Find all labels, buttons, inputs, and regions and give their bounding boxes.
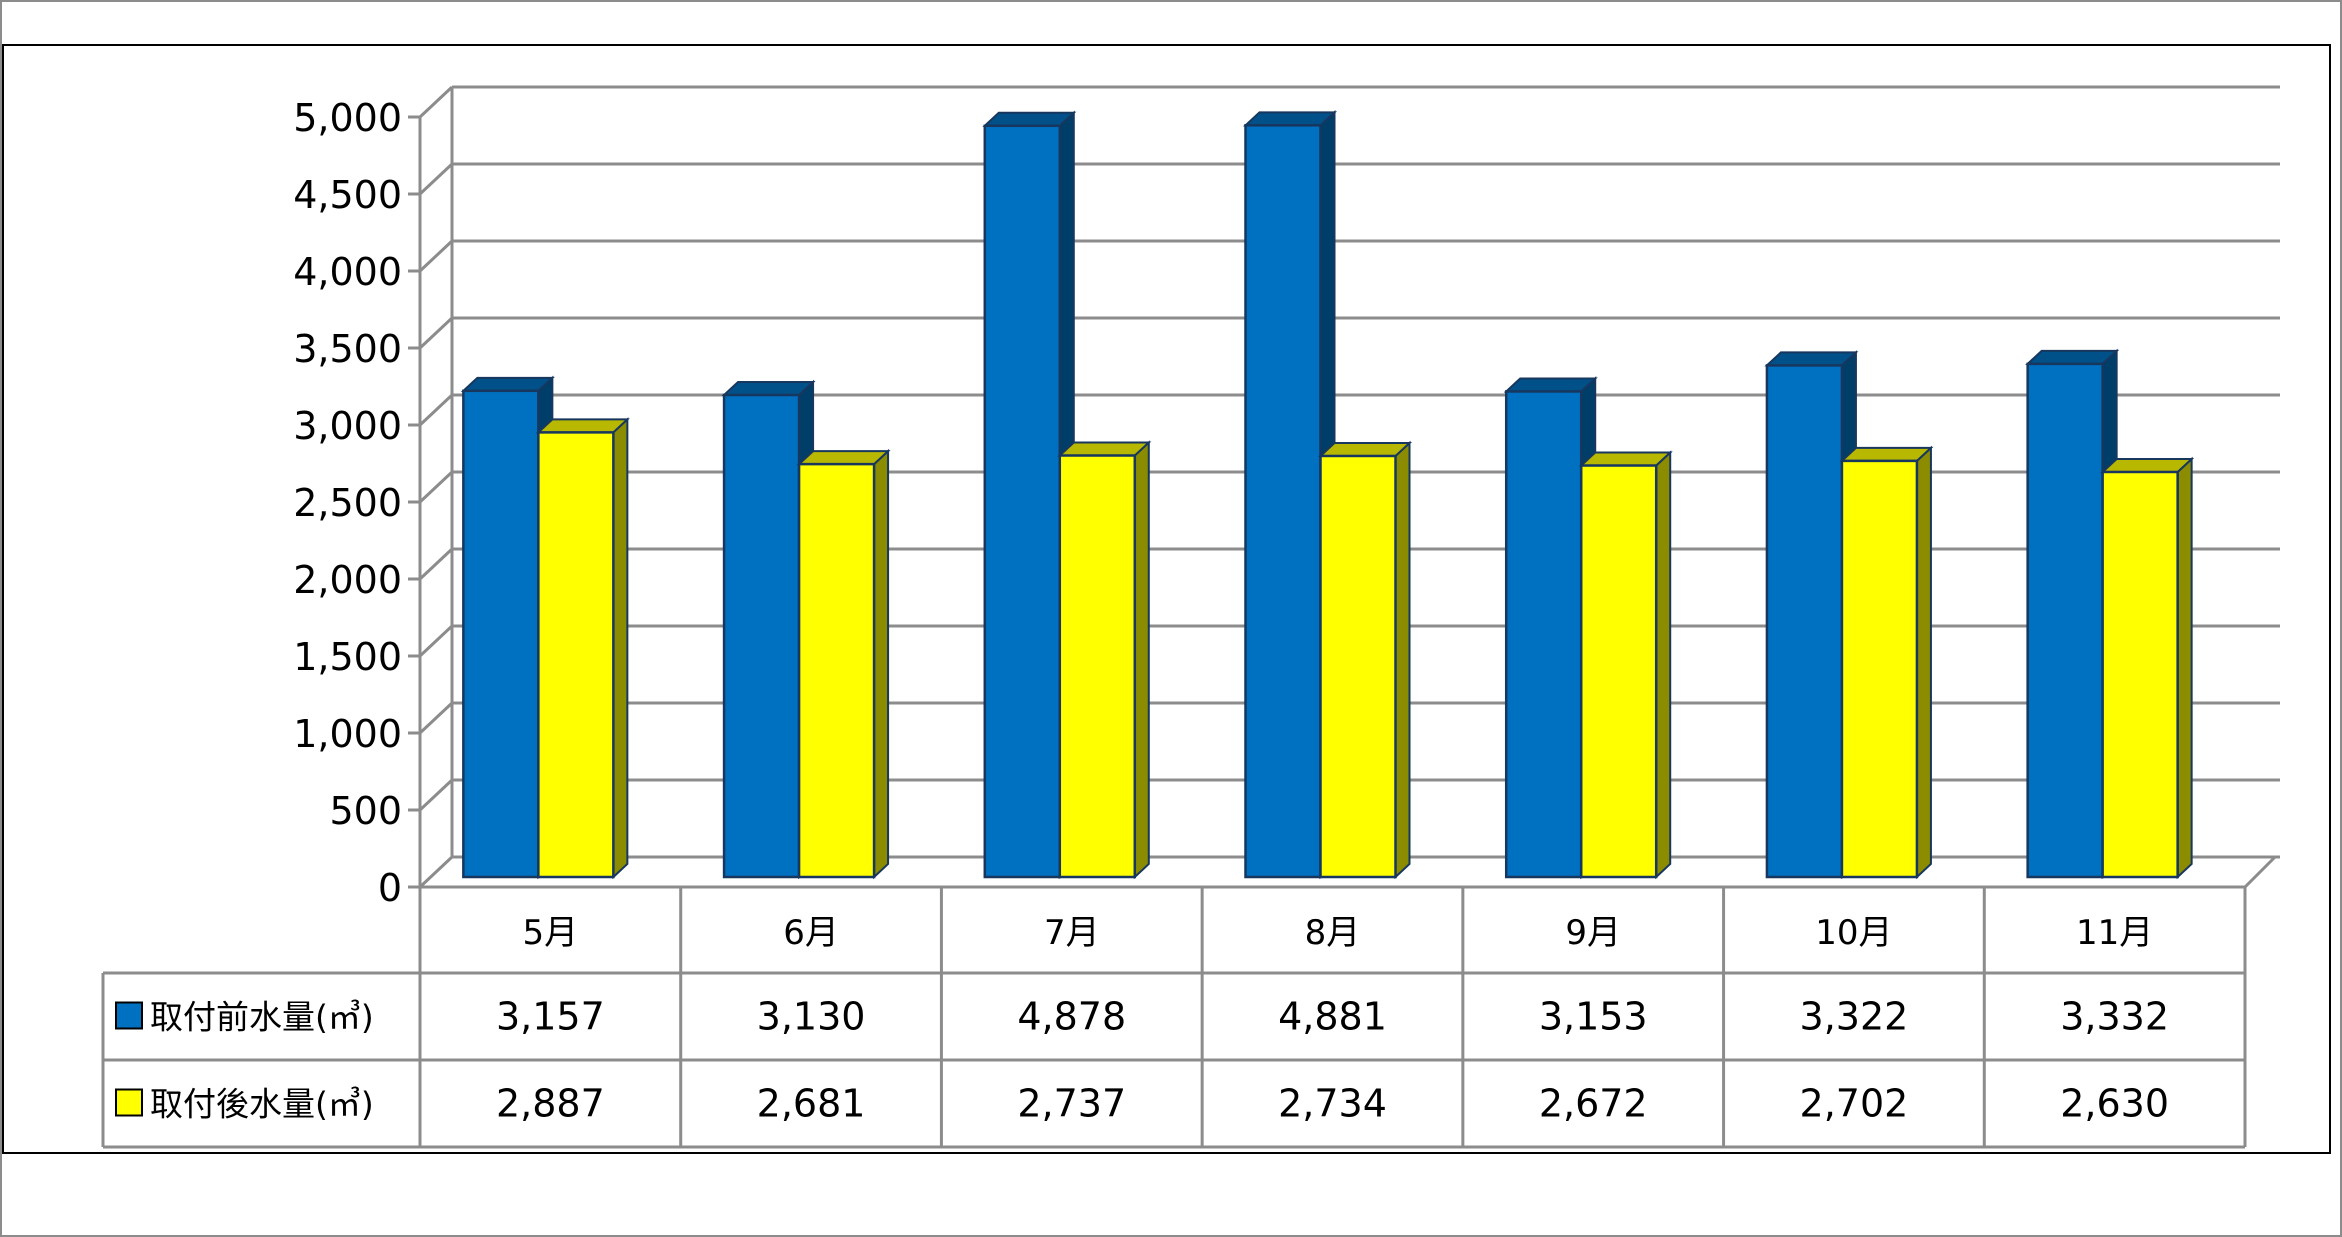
bar-top (535, 418, 630, 434)
x-tick-label: 9月 (1565, 913, 1621, 953)
table-cell-value: 3,157 (496, 995, 605, 1039)
bar-side (612, 417, 629, 880)
bar-top (1317, 441, 1413, 457)
table-cell-value: 2,734 (1278, 1082, 1387, 1126)
bar (722, 393, 801, 879)
gridline-diagonal (418, 470, 454, 504)
gridline-diagonal (418, 239, 454, 273)
table-cell-value: 3,322 (1800, 995, 1909, 1039)
table-cell-value: 4,878 (1017, 995, 1126, 1039)
bar-side (1915, 445, 1932, 880)
bar-side (1133, 440, 1150, 880)
bar (2026, 362, 2104, 879)
bar (1244, 124, 1322, 879)
gridline-diagonal (418, 393, 454, 427)
gridline-diagonal (418, 855, 454, 889)
table-cell-value: 2,630 (2060, 1082, 2169, 1126)
bar-top (1503, 377, 1598, 393)
legend-label: 取付後水量(㎥) (150, 1085, 374, 1124)
table-cell-value: 2,672 (1539, 1082, 1648, 1126)
table-cell-value: 2,737 (1017, 1082, 1126, 1126)
y-tick-label: 2,500 (293, 481, 402, 525)
bar (462, 389, 540, 879)
bar-top (1242, 111, 1338, 127)
x-tick-label: 10月 (1815, 913, 1892, 953)
gridline-diagonal (418, 162, 454, 196)
table-cell-value: 2,681 (757, 1082, 866, 1126)
gridline-diagonal (418, 701, 454, 735)
bar (1504, 390, 1583, 879)
x-tick-label: 6月 (783, 913, 839, 953)
bar-top (2025, 349, 2120, 365)
bar-side (1394, 440, 1411, 880)
bar-top (1057, 441, 1152, 457)
y-tick-label: 2,000 (293, 558, 402, 602)
y-tick-label: 500 (329, 789, 402, 833)
bar-top (460, 376, 555, 392)
bar-top (1764, 351, 1859, 367)
y-tick-label: 3,000 (293, 404, 402, 448)
bar (1765, 364, 1844, 879)
bar (1579, 464, 1658, 879)
y-axis: 0 500 1,000 1,500 2,000 2,500 3,000 3,500 4,000 4… (293, 96, 422, 910)
y-tick-label: 1,000 (293, 712, 402, 756)
bar-side (2176, 456, 2193, 880)
table-cell-value: 3,332 (2060, 995, 2169, 1039)
x-tick-label: 5月 (523, 913, 579, 953)
bar-side (1655, 450, 1672, 880)
y-tick-label: 0 (378, 866, 402, 910)
bar-top (1839, 446, 1934, 462)
bar (983, 124, 1062, 879)
table-cell-value: 3,130 (757, 995, 866, 1039)
table-cell-value: 2,702 (1800, 1082, 1909, 1126)
bar-top (796, 450, 891, 466)
bar (1840, 459, 1919, 879)
bar (2101, 470, 2179, 879)
y-tick-label: 4,500 (293, 173, 402, 217)
y-tick-label: 1,500 (293, 635, 402, 679)
bar (797, 462, 876, 879)
table-cell-value: 3,153 (1539, 995, 1648, 1039)
bar (1058, 454, 1137, 879)
bar-top (721, 380, 816, 396)
table-cell-value: 2,887 (496, 1082, 605, 1126)
y-tick-label: 4,000 (293, 250, 402, 294)
bars (460, 110, 2195, 880)
plot-frame (2, 44, 2331, 1154)
bar-top (1578, 451, 1673, 467)
bar-top (2100, 457, 2195, 473)
y-tick-label: 5,000 (293, 96, 402, 140)
gridline-diagonal (418, 316, 454, 350)
gridline-diagonal (418, 778, 454, 812)
gridline-diagonal (418, 547, 454, 581)
y-tick-label: 3,500 (293, 327, 402, 371)
x-tick-label: 7月 (1044, 913, 1100, 953)
legend-key (115, 1088, 143, 1117)
bar (537, 431, 615, 879)
legend-label: 取付前水量(㎥) (150, 998, 374, 1037)
x-tick-label: 11月 (2076, 913, 2153, 953)
table-cell-value: 4,881 (1278, 995, 1387, 1039)
gridline-diagonal (418, 85, 454, 119)
bar-top (982, 111, 1077, 127)
x-tick-label: 8月 (1305, 913, 1361, 953)
legend-key (115, 1001, 143, 1030)
bar-side (873, 448, 890, 880)
bar (1319, 454, 1397, 879)
gridline-diagonal (418, 624, 454, 658)
